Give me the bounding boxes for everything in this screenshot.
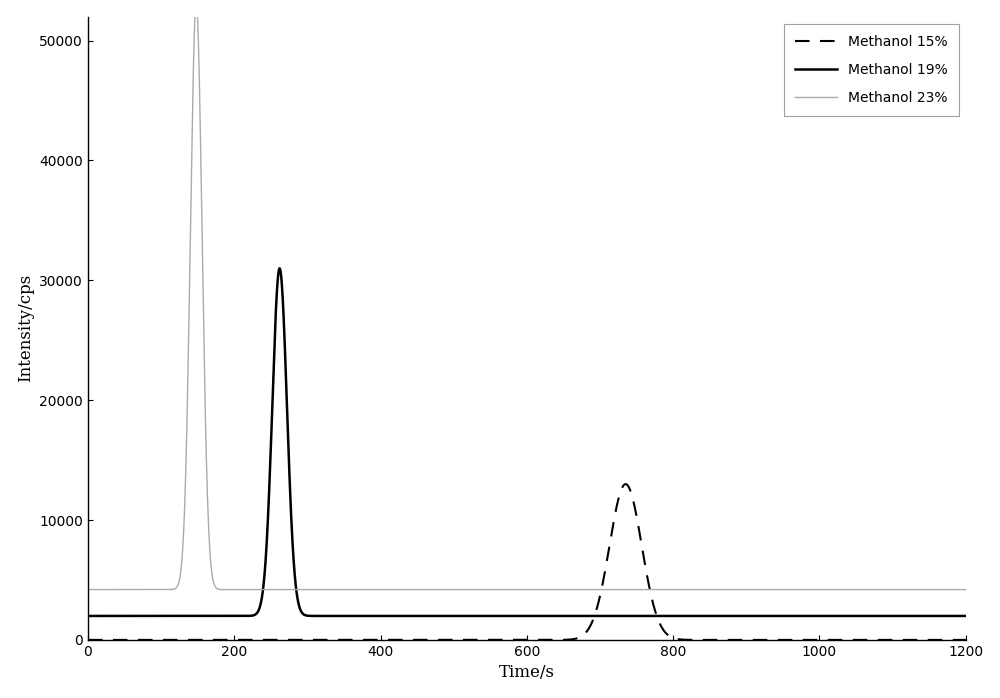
- Methanol 15%: [128, 636, 140, 644]
- Methanol 23%: [82, 586, 94, 594]
- Methanol 23%: [616, 586, 628, 594]
- Methanol 15%: [309, 636, 321, 644]
- Methanol 19%: [128, 611, 140, 620]
- Methanol 23%: [544, 586, 556, 594]
- Methanol 23%: [128, 586, 140, 594]
- X-axis label: Time/s: Time/s: [499, 664, 555, 681]
- Methanol 23%: [190, 0, 202, 6]
- Methanol 23%: [960, 586, 972, 594]
- Methanol 19%: [309, 611, 321, 620]
- Line: Methanol 19%: Methanol 19%: [88, 268, 966, 616]
- Line: Methanol 15%: Methanol 15%: [88, 484, 966, 640]
- Methanol 15%: [960, 636, 972, 644]
- Methanol 23%: [212, 585, 224, 593]
- Methanol 19%: [212, 611, 224, 620]
- Methanol 15%: [620, 480, 632, 489]
- Methanol 19%: [616, 611, 628, 620]
- Methanol 15%: [544, 636, 556, 644]
- Methanol 19%: [82, 611, 94, 620]
- Methanol 23%: [531, 586, 543, 594]
- Methanol 19%: [531, 611, 543, 620]
- Methanol 15%: [531, 636, 543, 644]
- Methanol 15%: [616, 484, 628, 493]
- Methanol 15%: [82, 636, 94, 644]
- Methanol 19%: [274, 264, 286, 272]
- Methanol 23%: [309, 586, 321, 594]
- Methanol 15%: [212, 636, 224, 644]
- Methanol 19%: [544, 611, 556, 620]
- Legend: Methanol 15%, Methanol 19%, Methanol 23%: Methanol 15%, Methanol 19%, Methanol 23%: [784, 24, 959, 116]
- Methanol 19%: [960, 611, 972, 620]
- Line: Methanol 23%: Methanol 23%: [88, 2, 966, 590]
- Y-axis label: Intensity/cps: Intensity/cps: [17, 274, 34, 383]
